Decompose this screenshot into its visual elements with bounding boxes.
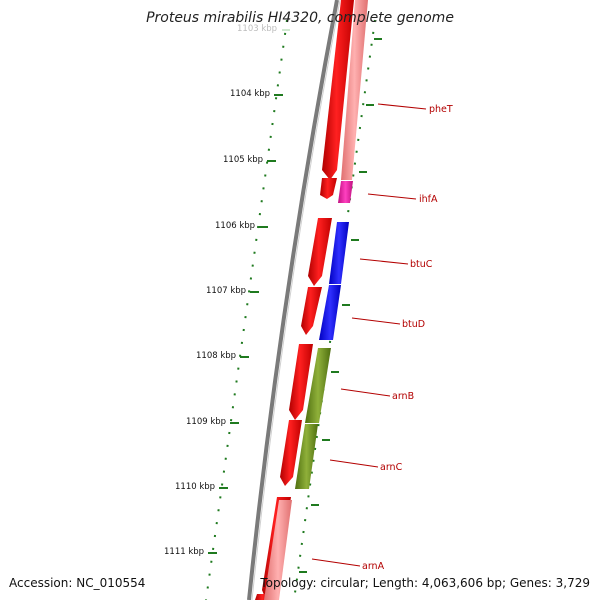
cds-block[interactable] <box>308 218 332 286</box>
genome-backbone <box>247 0 339 600</box>
tick-label: 1108 kbp <box>196 351 236 361</box>
tick-labels: 1103 kbp 1104 kbp 1105 kbp 1106 kbp 1107… <box>164 24 277 557</box>
cds-btuD[interactable] <box>319 285 341 340</box>
tick-label: 1110 kbp <box>175 482 215 492</box>
tick-label: 1105 kbp <box>223 155 263 165</box>
cds-block[interactable] <box>280 420 302 486</box>
gene-label-pheT[interactable]: pheT <box>429 104 453 115</box>
kbp-ticks <box>208 29 290 554</box>
gene-label-ihfA[interactable]: ihfA <box>419 194 438 205</box>
tick-label: 1106 kbp <box>215 221 255 231</box>
cds-btuC[interactable] <box>329 222 349 284</box>
outer-dotted-ring <box>293 19 376 600</box>
cds-block[interactable] <box>322 0 354 180</box>
gene-label-arnA[interactable]: arnA <box>362 561 385 572</box>
genome-summary: Topology: circular; Length: 4,063,606 bp… <box>260 576 590 590</box>
cds-track-reverse <box>264 0 368 600</box>
tick-label: 1104 kbp <box>230 89 270 99</box>
gene-label-btuD[interactable]: btuD <box>402 319 425 330</box>
tick-label: 1103 kbp <box>237 24 277 34</box>
cds-pheT[interactable] <box>341 0 368 180</box>
cds-block[interactable] <box>289 344 313 420</box>
gene-leaders <box>311 103 427 567</box>
cds-block[interactable] <box>320 178 337 199</box>
gene-label-arnB[interactable]: arnB <box>392 391 414 402</box>
cds-arnB[interactable] <box>305 348 331 423</box>
cds-ihfA[interactable] <box>338 181 353 203</box>
cds-block[interactable] <box>301 287 322 335</box>
outer-ticks <box>299 38 382 573</box>
map-title: Proteus mirabilis HI4320, complete genom… <box>146 10 454 26</box>
gene-labels: pheT ihfA btuC btuD arnB arnC arnA <box>362 104 453 572</box>
gene-label-arnC[interactable]: arnC <box>380 462 403 473</box>
cds-arnC[interactable] <box>295 424 318 489</box>
tick-label: 1107 kbp <box>206 286 246 296</box>
tick-label: 1109 kbp <box>186 417 226 427</box>
cds-arnA[interactable] <box>264 500 292 600</box>
accession-label: Accession: NC_010554 <box>9 576 146 590</box>
gene-label-btuC[interactable]: btuC <box>410 259 433 270</box>
tick-label: 1111 kbp <box>164 547 204 557</box>
